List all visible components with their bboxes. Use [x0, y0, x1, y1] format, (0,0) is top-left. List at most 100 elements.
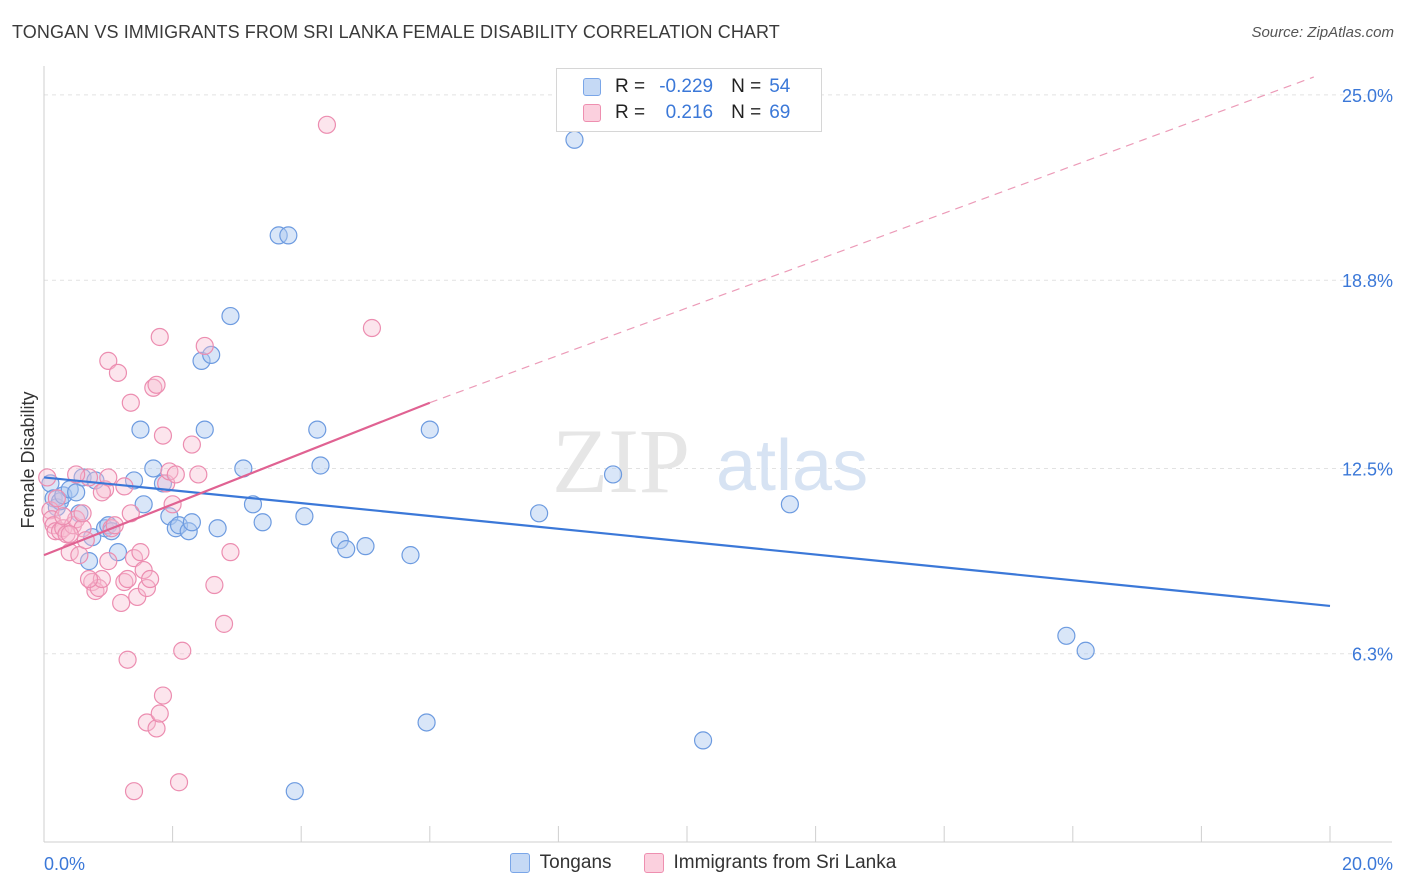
tongans-point — [124, 471, 144, 490]
sri-lanka-point — [79, 569, 99, 589]
sri-lanka-point — [166, 465, 185, 484]
tongans-point — [279, 226, 298, 245]
sri-lanka-point — [112, 593, 131, 613]
tongans-points — [41, 130, 1095, 801]
sri-lanka-point — [214, 614, 234, 633]
legend-n-value: 54 — [769, 76, 791, 97]
sri-lanka-point — [92, 483, 111, 502]
x-tick-label: 0.0% — [44, 854, 85, 874]
tongans-point — [131, 420, 150, 439]
tongans-point — [144, 459, 163, 478]
sri-lanka-point — [124, 782, 144, 801]
legend-row-sri-lanka: R = 0.216 N = 69 — [583, 101, 790, 125]
sri-lanka-point — [73, 504, 92, 523]
sri-lanka-point — [95, 480, 115, 499]
sri-lanka-point — [150, 704, 169, 723]
tick-labels: 6.3% 12.5% 18.8% 25.0% 0.0% 20.0% — [44, 86, 1393, 874]
legend-swatch-sri-lanka — [643, 853, 664, 873]
tongans-point — [565, 130, 584, 149]
sri-lanka-point — [317, 115, 337, 134]
tongans-point — [269, 226, 288, 245]
sri-lanka-point — [150, 327, 169, 347]
tongans-point — [311, 456, 330, 475]
legend-r-value: -0.229 — [659, 76, 714, 97]
sri-lanka-point — [67, 465, 86, 484]
tongans-point — [530, 504, 549, 523]
axes — [43, 66, 1392, 843]
tongans-point — [401, 546, 420, 565]
sri-lanka-point — [189, 465, 208, 484]
series-legend: Tongans Immigrants from Sri Lanka — [0, 852, 1406, 874]
tongans-point — [1076, 641, 1095, 660]
tongans-point — [67, 483, 86, 502]
tongans-point — [195, 420, 214, 439]
tongans-point — [295, 507, 314, 526]
tongans-point — [221, 306, 240, 326]
sri-lanka-point — [144, 378, 163, 397]
sri-lanka-trend-extension — [429, 76, 1314, 404]
legend-label-sri-lanka: Immigrants from Sri Lanka — [673, 852, 897, 873]
legend-item-tongans[interactable]: Tongans — [509, 852, 612, 874]
sri-lanka-point — [118, 569, 137, 589]
watermark: ZIP atlas — [552, 410, 868, 512]
legend-r-label: R = — [615, 76, 646, 97]
sri-lanka-point — [108, 363, 128, 382]
tongans-point — [308, 420, 327, 439]
sri-lanka-point — [99, 468, 118, 487]
y-tick-label: 12.5% — [1342, 459, 1393, 479]
sri-lanka-point — [92, 569, 111, 589]
tongans-point — [420, 420, 439, 439]
sri-lanka-point — [121, 393, 140, 412]
sri-lanka-point — [137, 713, 156, 732]
tongans-point — [780, 495, 799, 514]
trend-lines — [43, 76, 1331, 608]
sri-lanka-point — [147, 375, 166, 394]
legend-n-label: N = — [731, 102, 762, 123]
sri-lanka-point — [118, 650, 137, 669]
sri-lanka-point — [134, 560, 153, 580]
tongans-point — [285, 782, 304, 801]
sri-lanka-point — [182, 435, 201, 454]
tongans-point — [208, 519, 227, 538]
legend-swatch-tongans — [583, 78, 601, 96]
source-label: Source: ZipAtlas.com — [1251, 24, 1394, 41]
tongans-point — [693, 731, 713, 750]
tongans-point — [417, 713, 436, 732]
legend-n-value: 69 — [769, 102, 791, 123]
sri-lanka-point — [70, 546, 89, 565]
legend-r-value: 0.216 — [665, 102, 714, 123]
sri-lanka-point — [99, 351, 118, 370]
sri-lanka-point — [173, 641, 192, 660]
sri-lanka-point — [147, 719, 166, 738]
tongans-point — [603, 465, 623, 484]
legend-swatch-tongans — [509, 853, 530, 873]
sri-lanka-points — [38, 115, 382, 801]
y-tick-label: 6.3% — [1352, 645, 1393, 665]
legend-label-tongans: Tongans — [539, 852, 612, 873]
sri-lanka-point — [153, 426, 173, 445]
y-axis-label: Female Disability — [18, 391, 38, 528]
watermark-atlas: atlas — [716, 426, 868, 506]
tongans-trend-line — [43, 476, 1331, 608]
watermark-zip: ZIP — [552, 410, 690, 512]
sri-lanka-point — [195, 336, 214, 356]
tongans-point — [243, 495, 263, 514]
sri-lanka-point — [362, 318, 382, 338]
sri-lanka-point — [47, 489, 66, 508]
chart-title: TONGAN VS IMMIGRANTS FROM SRI LANKA FEMA… — [12, 22, 780, 42]
sri-lanka-point — [221, 543, 240, 562]
tongans-point — [330, 531, 349, 550]
gridlines — [44, 94, 1392, 655]
y-tick-label: 25.0% — [1342, 86, 1393, 106]
legend-row-tongans: R = -0.229 N = 54 — [583, 75, 790, 99]
sri-lanka-point — [54, 507, 73, 526]
sri-lanka-point — [99, 552, 118, 571]
y-tick-label: 18.8% — [1342, 271, 1393, 291]
tongans-point — [192, 351, 211, 370]
tongans-point — [337, 540, 356, 559]
legend-item-sri-lanka[interactable]: Immigrants from Sri Lanka — [643, 852, 897, 874]
tongans-point — [202, 345, 221, 365]
sri-lanka-point — [131, 543, 150, 562]
legend-r-label: R = — [615, 102, 646, 123]
tongans-point — [134, 495, 153, 514]
